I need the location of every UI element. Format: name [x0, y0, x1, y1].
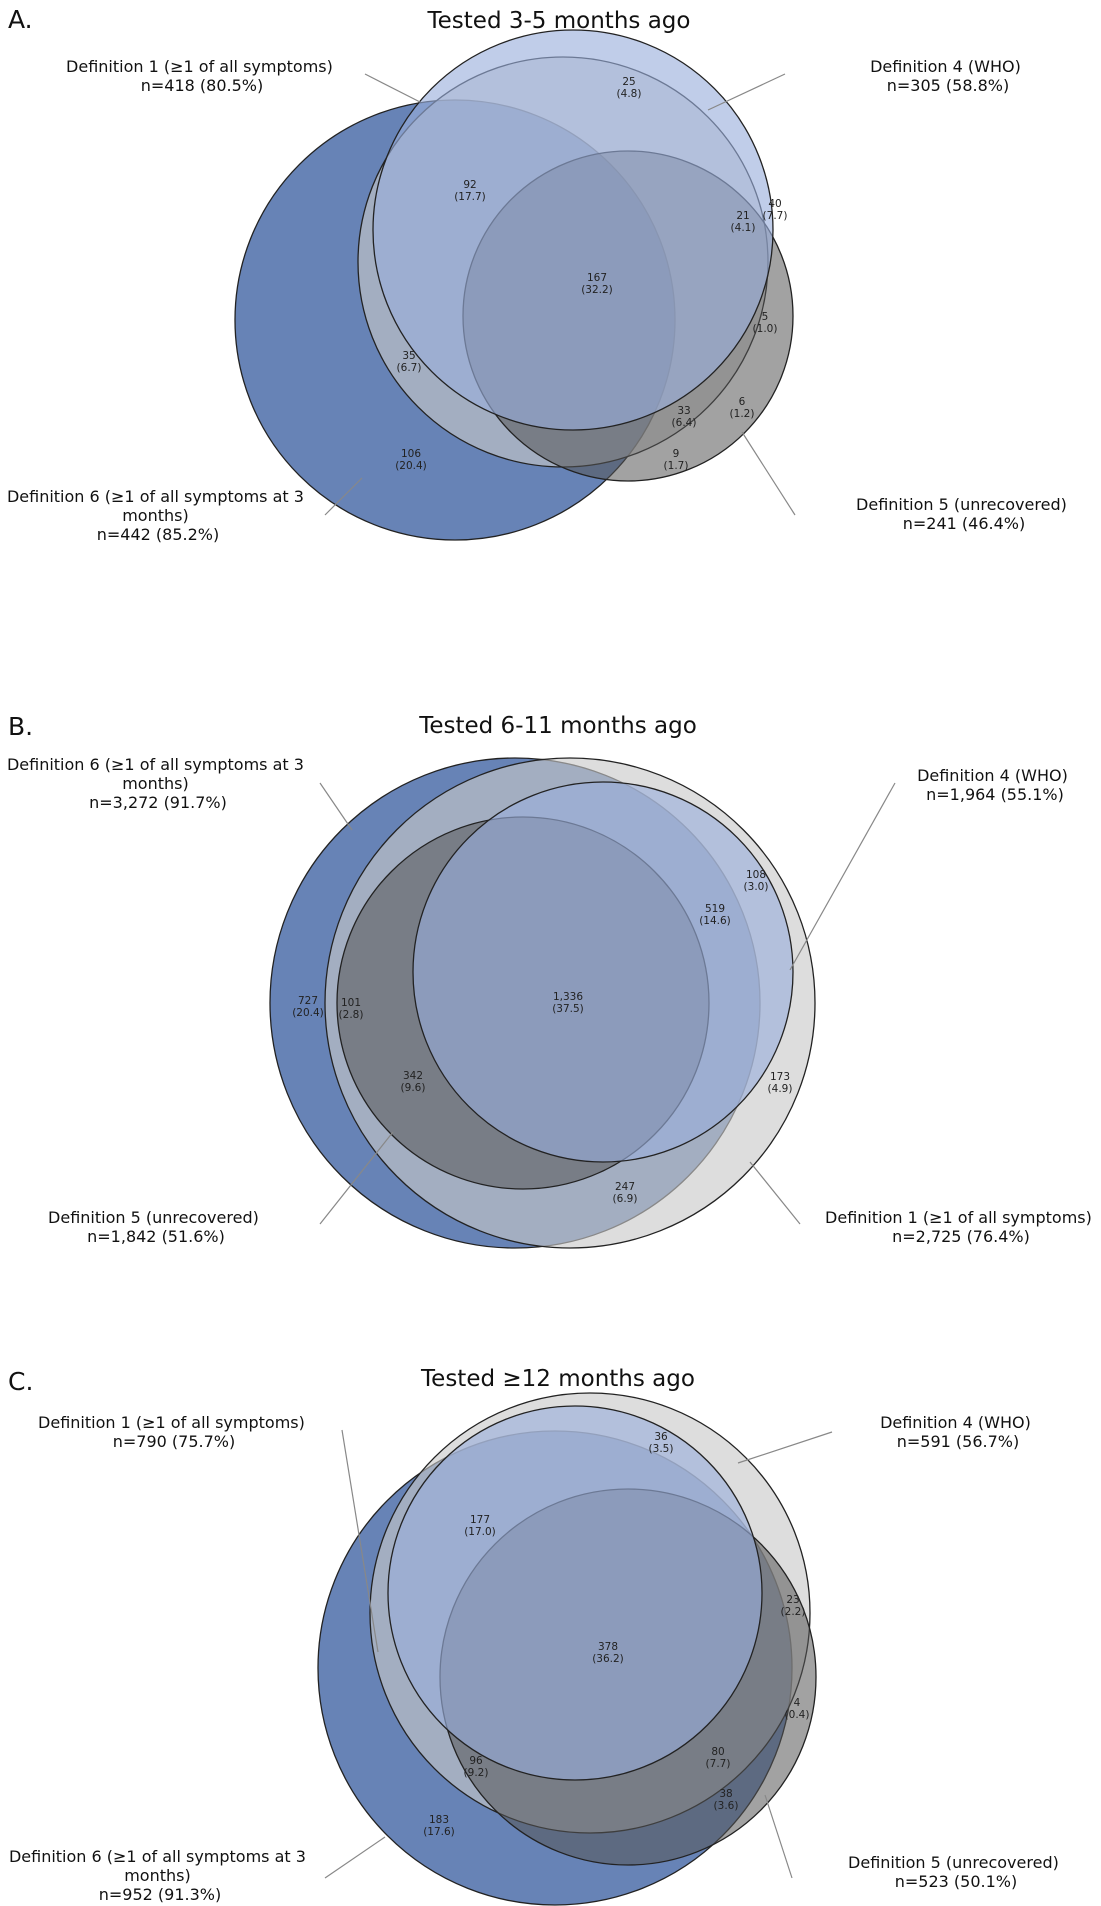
region-label: 101 (2.8): [339, 997, 364, 1021]
set-label-def1: Definition 1 (≥1 of all symptoms) n=2,72…: [825, 1208, 1097, 1246]
set-label-def4: Definition 4 (WHO) n=1,964 (55.1%): [917, 766, 1073, 804]
panel-b: B. Tested 6-11 months ago Definition 6 (…: [7, 712, 1097, 1249]
leader-def1: [341, 1429, 379, 1653]
region-label: 247 (6.9): [613, 1181, 638, 1205]
leader-def5: [741, 431, 796, 516]
region-label: 6 (1.2): [730, 396, 755, 420]
region-label: 167 (32.2): [581, 272, 613, 296]
circle-def4: [372, 29, 774, 431]
panel-title: Tested 3-5 months ago: [427, 8, 691, 34]
leader-def5: [319, 1131, 394, 1225]
set-label-def4: Definition 4 (WHO) n=305 (58.8%): [870, 57, 1026, 95]
set-label-def1: Definition 1 (≥1 of all symptoms) n=790 …: [38, 1413, 310, 1451]
leader-def6: [324, 1836, 386, 1879]
leader-def1: [364, 73, 421, 103]
leader-def4: [737, 1431, 833, 1464]
panel-title: Tested ≥12 months ago: [420, 1366, 695, 1392]
region-label: 378 (36.2): [592, 1641, 624, 1665]
region-label: 9 (1.7): [664, 448, 689, 472]
region-label: 92 (17.7): [454, 179, 486, 203]
region-label: 342 (9.6): [401, 1070, 426, 1094]
region-label: 23 (2.2): [781, 1594, 806, 1618]
circle-def4: [387, 1405, 763, 1781]
circle-def4: [412, 781, 794, 1163]
region-label: 727 (20.4): [292, 995, 324, 1019]
region-label: 21 (4.1): [731, 210, 756, 234]
panel-a: A. Tested 3-5 months ago Definition 1 (≥…: [7, 5, 1072, 544]
leader-def4: [789, 782, 896, 971]
panel-letter: B.: [8, 712, 33, 741]
leader-def5: [764, 1794, 793, 1879]
leader-def4: [707, 73, 786, 111]
set-label-def6: Definition 6 (≥1 of all symptoms at 3 mo…: [9, 1847, 311, 1904]
set-label-def5: Definition 5 (unrecovered) n=241 (46.4%): [856, 495, 1072, 533]
set-label-def1: Definition 1 (≥1 of all symptoms) n=418 …: [66, 57, 338, 95]
set-label-def5: Definition 5 (unrecovered) n=1,842 (51.6…: [48, 1208, 264, 1246]
leader-def1: [749, 1161, 801, 1225]
region-label: 183 (17.6): [423, 1814, 455, 1838]
panel-letter: A.: [8, 5, 33, 34]
region-label: 4 (0.4): [785, 1697, 810, 1721]
leader-def6: [319, 782, 353, 831]
set-label-def6: Definition 6 (≥1 of all symptoms at 3 mo…: [7, 487, 309, 544]
region-label: 80 (7.7): [706, 1746, 731, 1770]
leader-def6: [324, 477, 363, 516]
region-label: 519 (14.6): [699, 903, 731, 927]
region-label: 106 (20.4): [395, 448, 427, 472]
set-label-def5: Definition 5 (unrecovered) n=523 (50.1%): [848, 1853, 1064, 1891]
region-label: 35 (6.7): [397, 350, 422, 374]
region-label: 5 (1.0): [753, 311, 778, 335]
panel-c: C. Tested ≥12 months ago Definition 1 (≥…: [8, 1366, 1064, 1906]
set-label-def4: Definition 4 (WHO) n=591 (56.7%): [880, 1413, 1036, 1451]
region-label: 1,336 (37.5): [552, 991, 584, 1015]
panel-title: Tested 6-11 months ago: [418, 713, 697, 739]
set-label-def6: Definition 6 (≥1 of all symptoms at 3 mo…: [7, 755, 309, 812]
region-label: 33 (6.4): [672, 405, 697, 429]
region-label: 177 (17.0): [464, 1514, 496, 1538]
region-label: 38 (3.6): [714, 1788, 739, 1812]
region-label: 108 (3.0): [744, 869, 769, 893]
panel-letter: C.: [8, 1367, 33, 1396]
region-label: 36 (3.5): [649, 1431, 674, 1455]
region-label: 173 (4.9): [768, 1071, 793, 1095]
region-label: 40 (7.7): [763, 198, 788, 222]
region-label: 25 (4.8): [617, 76, 642, 100]
region-label: 96 (9.2): [464, 1755, 489, 1779]
